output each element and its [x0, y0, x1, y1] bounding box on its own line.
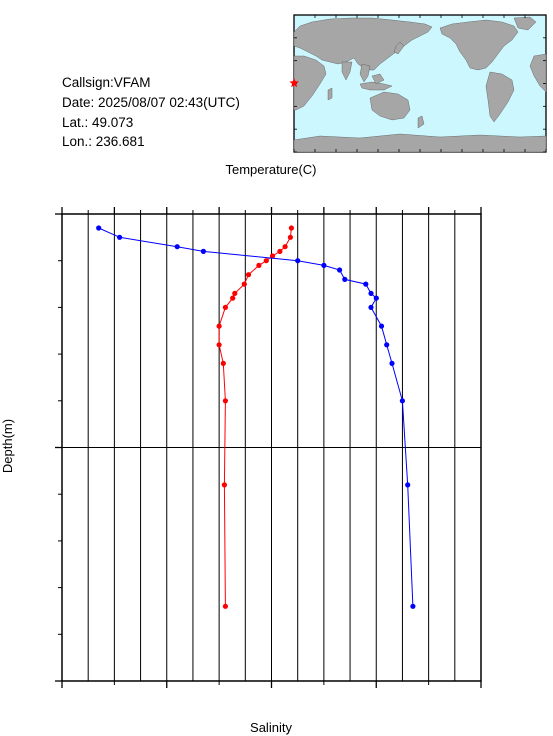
date-text: Date: 2025/08/07 02:43(UTC)	[62, 95, 240, 110]
salinity-point	[384, 342, 390, 348]
salinity-point	[200, 248, 206, 254]
cast-info: Callsign:VFAM Date: 2025/08/07 02:43(UTC…	[62, 75, 240, 149]
salinity-point	[337, 267, 343, 273]
salinity-point	[373, 295, 379, 301]
map-frame-ticks	[293, 14, 547, 153]
longitude-text: Lon.: 236.681	[62, 134, 145, 149]
temperature-point	[288, 225, 294, 231]
temperature-point	[222, 603, 228, 609]
salinity-point	[389, 360, 395, 366]
station-marker	[289, 78, 299, 88]
temperature-point	[222, 304, 228, 310]
salinity-point	[363, 281, 369, 287]
depth-axis-label: Depth(m)	[0, 419, 15, 473]
salinity-axis-label: Salinity	[250, 720, 292, 735]
temperature-point	[230, 295, 236, 301]
temperature-point	[216, 323, 222, 329]
chart-grid	[62, 214, 481, 681]
salinity-point	[342, 276, 348, 282]
profile-chart: Temperature(C) Salinity Depth(m)	[0, 162, 482, 735]
temperature-point	[277, 248, 283, 254]
salinity-line	[98, 227, 414, 607]
salinity-point	[405, 482, 411, 488]
world-map	[289, 14, 547, 153]
landmass-greenland	[513, 16, 537, 31]
landmass-madagascar	[327, 87, 333, 101]
salinity-point	[117, 234, 123, 240]
landmass-borneo	[371, 73, 385, 85]
temperature-point	[269, 253, 276, 259]
landmass-japan	[393, 41, 405, 55]
landmass-indochina	[359, 63, 371, 83]
landmass-africa-west	[529, 53, 547, 93]
temperature-point	[241, 281, 247, 287]
data-series	[96, 225, 416, 609]
landmass-australia	[369, 91, 411, 121]
salinity-point	[174, 244, 180, 250]
landmass-south-america	[485, 71, 515, 123]
landmass-north-america	[439, 19, 519, 71]
salinity-point	[368, 304, 374, 310]
salinity-point	[295, 258, 301, 264]
landmass-eurasia	[293, 17, 433, 71]
salinity-point	[321, 262, 327, 268]
temperature-point	[216, 342, 222, 348]
salinity-point	[378, 323, 385, 329]
callsign-text: Callsign:VFAM	[62, 75, 151, 90]
landmass-new-zealand	[417, 115, 425, 129]
landmass-indonesia	[359, 81, 393, 91]
map-landmasses	[293, 16, 547, 153]
temperature-axis-label: Temperature(C)	[225, 162, 316, 177]
temperature-point	[256, 262, 262, 268]
star-icon	[289, 78, 299, 88]
temperature-point	[221, 482, 227, 488]
temperature-point	[232, 290, 238, 296]
landmass-africa-east	[293, 55, 327, 111]
temperature-point	[220, 360, 226, 366]
temperature-point	[222, 398, 228, 404]
landmass-india	[341, 61, 353, 81]
salinity-point	[410, 603, 416, 609]
temperature-line	[218, 227, 292, 607]
temperature-point	[287, 234, 293, 240]
latitude-text: Lat.: 49.073	[62, 115, 133, 130]
temperature-point	[263, 258, 269, 264]
temperature-point	[282, 244, 288, 250]
salinity-point	[368, 290, 374, 296]
salinity-point	[399, 398, 405, 404]
temperature-point	[245, 272, 252, 278]
salinity-point	[96, 225, 102, 231]
axis-ticks	[55, 207, 482, 688]
